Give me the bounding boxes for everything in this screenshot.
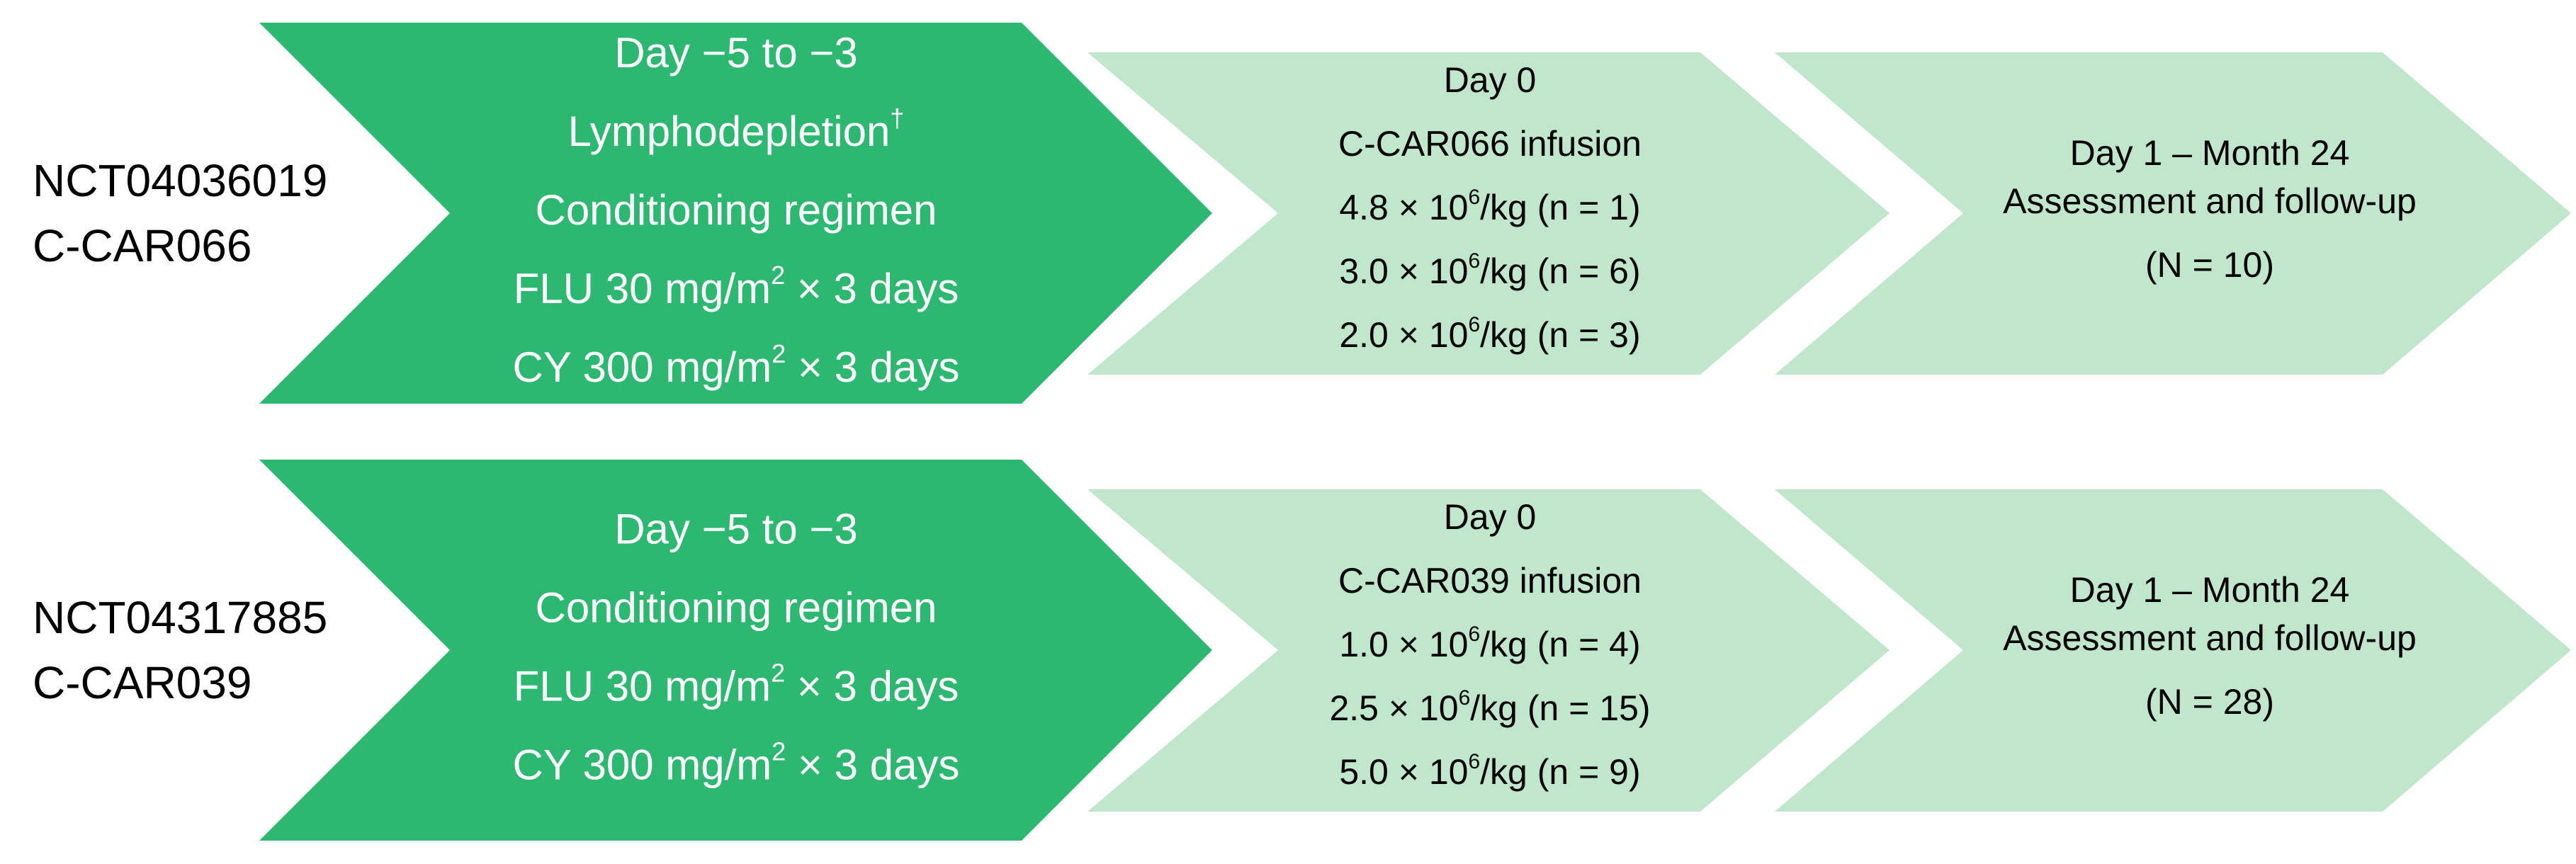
step-line: 2.5 × 106/kg (n = 15) bbox=[1329, 686, 1650, 728]
text-run: C-CAR039 infusion bbox=[1338, 561, 1642, 601]
chevron bbox=[1775, 52, 2571, 375]
text-run: × 3 days bbox=[786, 741, 959, 788]
product-name: C-CAR039 bbox=[33, 657, 252, 708]
text-run: 1.0 × 10 bbox=[1339, 625, 1468, 664]
step-line: Day −5 to −3 bbox=[614, 29, 858, 76]
text-run: /kg (n = 1) bbox=[1480, 188, 1641, 227]
step-line: C-CAR066 infusion bbox=[1338, 124, 1642, 164]
step-line: 1.0 × 106/kg (n = 4) bbox=[1339, 623, 1640, 664]
step-line: Assessment and follow-up bbox=[2003, 618, 2417, 658]
chevron bbox=[259, 460, 1212, 841]
superscript: 6 bbox=[1459, 686, 1471, 710]
superscript: 6 bbox=[1468, 249, 1480, 273]
chevron bbox=[1775, 489, 2571, 812]
text-run: × 3 days bbox=[785, 662, 959, 710]
superscript: 6 bbox=[1468, 623, 1480, 646]
text-run: Conditioning regimen bbox=[535, 186, 937, 234]
superscript: 2 bbox=[772, 737, 786, 766]
step-line: FLU 30 mg/m2 × 3 days bbox=[514, 659, 959, 710]
step-line: Lymphodepletion† bbox=[568, 103, 905, 155]
text-run: Assessment and follow-up bbox=[2003, 618, 2417, 658]
step-line: 2.0 × 106/kg (n = 3) bbox=[1339, 313, 1640, 355]
text-run: (N = 28) bbox=[2145, 682, 2274, 722]
text-run: × 3 days bbox=[786, 343, 959, 391]
text-run: Conditioning regimen bbox=[535, 584, 937, 631]
text-run: /kg (n = 3) bbox=[1480, 315, 1641, 355]
text-run: Day −5 to −3 bbox=[614, 29, 858, 76]
chevron bbox=[1088, 52, 1889, 375]
superscript: 6 bbox=[1468, 750, 1480, 773]
step-line: Day 1 – Month 24 bbox=[2070, 133, 2350, 173]
step-line: FLU 30 mg/m2 × 3 days bbox=[514, 261, 959, 312]
text-run: Lymphodepletion bbox=[568, 108, 891, 155]
text-run: /kg (n = 6) bbox=[1480, 251, 1641, 291]
text-run: Assessment and follow-up bbox=[2003, 181, 2417, 221]
step-line: Day 1 – Month 24 bbox=[2070, 570, 2350, 610]
text-run: Day 1 – Month 24 bbox=[2070, 133, 2350, 173]
text-run: 5.0 × 10 bbox=[1339, 752, 1468, 792]
text-run: /kg (n = 9) bbox=[1480, 752, 1641, 792]
trial-id: NCT04036019 bbox=[33, 155, 327, 206]
superscript: 2 bbox=[772, 339, 786, 368]
step-line: 4.8 × 106/kg (n = 1) bbox=[1339, 186, 1640, 227]
text-run: 4.8 × 10 bbox=[1339, 188, 1468, 227]
text-run: /kg (n = 4) bbox=[1480, 625, 1641, 664]
product-name: C-CAR066 bbox=[33, 220, 252, 271]
step-line: CY 300 mg/m2 × 3 days bbox=[513, 737, 960, 789]
text-run: 3.0 × 10 bbox=[1339, 251, 1468, 291]
text-run: /kg (n = 15) bbox=[1470, 688, 1650, 728]
superscript: † bbox=[890, 103, 904, 132]
superscript: 6 bbox=[1468, 313, 1480, 336]
text-run: Day −5 to −3 bbox=[614, 505, 858, 552]
trial-id: NCT04317885 bbox=[33, 592, 327, 643]
step-line: Day 0 bbox=[1444, 497, 1537, 537]
step-line: 5.0 × 106/kg (n = 9) bbox=[1339, 750, 1640, 792]
text-run: 2.5 × 10 bbox=[1329, 688, 1458, 728]
text-run: × 3 days bbox=[785, 265, 959, 312]
text-run: (N = 10) bbox=[2145, 245, 2274, 285]
step-line: 3.0 × 106/kg (n = 6) bbox=[1339, 249, 1640, 291]
step-line: Conditioning regimen bbox=[535, 186, 937, 234]
step-line: C-CAR039 infusion bbox=[1338, 561, 1642, 601]
text-run: FLU 30 mg/m bbox=[514, 265, 771, 312]
superscript: 2 bbox=[771, 261, 785, 290]
text-run: FLU 30 mg/m bbox=[514, 662, 771, 710]
step-line: Day −5 to −3 bbox=[614, 505, 858, 552]
text-run: Day 1 – Month 24 bbox=[2070, 570, 2350, 610]
text-run: Day 0 bbox=[1444, 60, 1537, 100]
text-run: C-CAR066 infusion bbox=[1338, 124, 1642, 164]
text-run: CY 300 mg/m bbox=[513, 343, 772, 391]
superscript: 6 bbox=[1468, 186, 1480, 209]
step-line: Conditioning regimen bbox=[535, 584, 937, 631]
text-run: CY 300 mg/m bbox=[513, 741, 772, 788]
step-line: (N = 28) bbox=[2145, 682, 2274, 722]
text-run: Day 0 bbox=[1444, 497, 1537, 537]
step-line: Assessment and follow-up bbox=[2003, 181, 2417, 221]
step-line: CY 300 mg/m2 × 3 days bbox=[513, 339, 960, 391]
chevron bbox=[1088, 489, 1889, 812]
superscript: 2 bbox=[771, 659, 785, 688]
text-run: 2.0 × 10 bbox=[1339, 315, 1468, 355]
step-line: Day 0 bbox=[1444, 60, 1537, 100]
step-line: (N = 10) bbox=[2145, 245, 2274, 285]
chevron bbox=[259, 23, 1212, 404]
